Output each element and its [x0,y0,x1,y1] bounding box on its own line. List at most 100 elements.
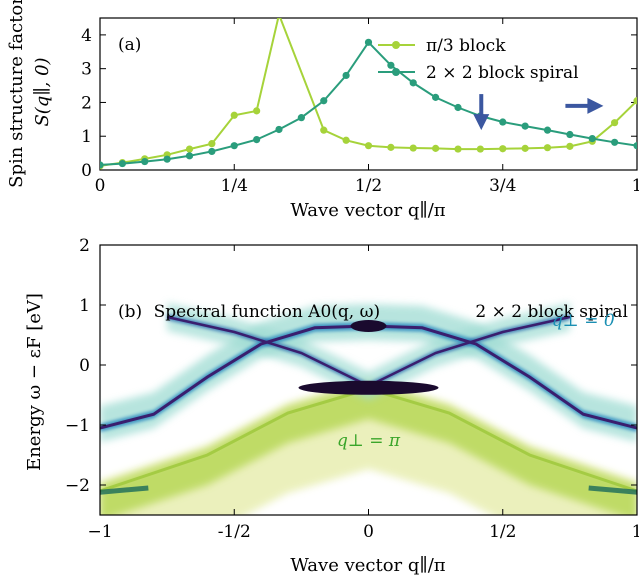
legend-label-pi3-block: π/3 block [426,36,506,56]
series-0 [100,18,637,170]
data-point [185,152,194,160]
panel-a-ytick-label: 4 [81,26,92,46]
panel-b-subtitle: 2 × 2 block spiral [475,302,628,322]
panel-b-xtick-label: 1/2 [489,522,516,542]
panel-b-ytick-label: 0 [79,356,90,376]
panel-b-ytick-label: 2 [79,236,90,256]
data-point [409,144,417,152]
data-point [364,142,373,150]
series-1 [100,38,637,169]
heatmap-wash [100,379,637,515]
arrow-down-icon [473,114,490,131]
legend-marker-2x2-spiral [392,68,400,76]
heatmap-dark-top [350,320,387,332]
legend-marker-pi3-block [392,41,400,49]
data-point [633,142,637,150]
panel-a-xlabel: Wave vector q∥/π [290,200,445,221]
panel-b-xlabel: Wave vector q∥/π [290,555,445,576]
panel-a-xtick-label: 1/4 [221,176,248,196]
data-point [208,140,216,148]
data-point [100,161,104,169]
data-point [633,97,637,105]
data-point [611,138,619,146]
panel-a-xtick-label: 1/2 [355,176,382,196]
data-point [432,144,440,152]
data-point [387,143,395,151]
data-point [499,145,507,153]
panel-b-label-id: (b) [118,302,142,322]
panel-a-ylabel-line1: Spin structure factor [6,0,27,188]
panel-a-ticks: 0 1/4 1/2 3/4 1 0 1 2 3 4 [81,18,639,196]
data-point [320,97,328,105]
data-point [409,79,417,87]
heatmap-band-bottom-right [588,485,637,495]
heatmap-dark-gap [298,380,439,395]
data-point [543,144,552,152]
panel-a-legend: π/3 block 2 × 2 block spiral [378,36,579,83]
data-point [566,142,574,150]
panel-b-ylabel: Energy ω − εF [eV] [24,293,45,471]
data-point [185,145,194,153]
panel-a-arrows [473,94,604,131]
panel-b-label: (b) Spectral function A0(q, ω) [118,302,380,322]
data-point [387,61,395,69]
arrow-right-icon [587,97,604,114]
data-point [454,103,462,112]
data-point [588,134,596,143]
data-point [277,18,281,19]
data-point [163,155,171,163]
panel-a-ytick-label: 1 [81,127,92,147]
panel-a-series [100,18,637,170]
panel-b-xtick-label: -1/2 [218,522,251,542]
panel-b-ytick-label: −1 [65,416,90,436]
legend-label-2x2-spiral: 2 × 2 block spiral [426,63,579,83]
panel-b-ytick-label: −2 [65,476,90,496]
panel-a: 0 1/4 1/2 3/4 1 0 1 2 3 4 (a) π/3 block 2 × 2 blo… [6,0,639,221]
data-point [253,136,261,144]
panel-a-ytick-label: 3 [81,60,92,80]
data-point [611,119,619,127]
panel-b-xtick-label: −1 [87,522,112,542]
data-point [499,118,507,126]
data-point [208,147,216,156]
data-point [342,71,350,80]
heatmap-band-bottom-left [100,485,149,495]
panel-a-label: (a) [118,35,141,55]
panel-a-xtick-label: 0 [95,176,106,196]
data-point [275,125,283,134]
panel-a-xtick-label: 1 [632,176,639,196]
heatmap [100,303,637,515]
annotation-qperp-0: q⊥ = 0 [552,311,615,331]
panel-b-title: Spectral function A0(q, ω) [154,302,381,322]
data-point [297,114,305,122]
panel-b-xtick-label: 1 [632,522,639,542]
annotation-qperp-pi: q⊥ = π [337,431,401,451]
data-point [230,111,238,119]
heatmap-band-qperp-pi [100,383,637,515]
data-point [521,122,529,130]
data-point [454,145,462,153]
data-point [230,142,238,150]
data-point [543,126,552,134]
data-point [118,159,126,168]
panel-b-xtick-label: 0 [363,522,374,542]
series-line [100,18,637,167]
data-point [253,107,261,115]
data-point [364,38,373,46]
panel-a-ytick-label: 2 [81,93,92,113]
data-point [566,130,574,139]
data-point [432,93,440,101]
panel-a-ylabel-line2: S(q∥, 0) [32,57,53,126]
panel-b: −1 -1/2 0 1/2 1 −2 −1 0 1 2 (b) Spectral function… [24,236,639,576]
data-point [141,157,149,166]
data-point [342,136,350,144]
data-point [320,126,328,134]
panel-a-xtick-label: 3/4 [489,176,516,196]
panel-a-ytick-label: 0 [81,161,92,181]
data-point [476,145,484,153]
panel-b-ticks: −1 -1/2 0 1/2 1 −2 −1 0 1 2 [65,236,639,542]
panel-b-ytick-label: 1 [79,296,90,316]
data-point [521,144,529,152]
heatmap-halo-crossing [167,303,570,400]
